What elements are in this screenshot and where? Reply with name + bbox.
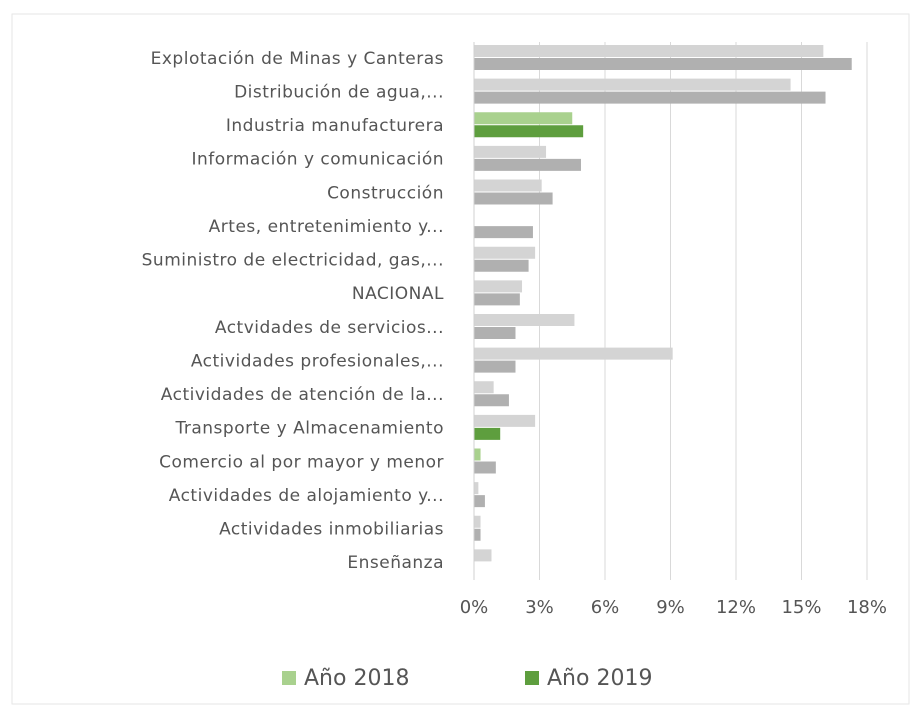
bar — [474, 246, 536, 259]
bar — [474, 482, 479, 495]
category-label: Información y comunicación — [191, 150, 444, 170]
chart-frame — [11, 13, 910, 705]
bar — [474, 461, 496, 474]
bar — [474, 45, 824, 57]
bar — [474, 125, 584, 138]
category-label: Industria manufacturera — [226, 116, 444, 136]
bar — [474, 145, 547, 158]
bar — [474, 192, 553, 205]
category-label: Actividades de alojamiento y... — [169, 486, 444, 506]
x-tick-label: 18% — [847, 597, 887, 618]
bar — [474, 179, 542, 192]
x-tick-label: 3% — [525, 597, 554, 618]
legend-swatch — [282, 671, 296, 685]
x-tick-label: 0% — [460, 597, 489, 618]
category-label: NACIONAL — [352, 284, 444, 304]
bar — [474, 347, 673, 360]
category-label: Construcción — [327, 183, 444, 203]
bar — [474, 112, 573, 125]
bar — [474, 226, 533, 239]
category-label: Actividades profesionales,... — [191, 351, 444, 371]
bar — [474, 528, 481, 541]
bar — [474, 293, 520, 306]
category-label: Explotación de Minas y Canteras — [151, 49, 444, 69]
bar — [474, 448, 481, 461]
legend-label: Año 2018 — [304, 666, 409, 691]
legend-swatch — [525, 671, 539, 685]
category-label: Actividades de atención de la... — [161, 385, 444, 405]
x-tick-label: 6% — [591, 597, 620, 618]
bar — [474, 259, 529, 272]
category-label: Distribución de agua,... — [234, 82, 444, 102]
bar — [474, 314, 575, 326]
legend-label: Año 2019 — [547, 666, 652, 691]
bar — [474, 91, 826, 104]
category-label: Transporte y Almacenamiento — [174, 419, 444, 439]
category-label: Suministro de electricidad, gas,... — [142, 251, 444, 271]
bar — [474, 280, 523, 293]
x-tick-label: 15% — [781, 597, 821, 618]
x-tick-label: 12% — [716, 597, 756, 618]
bar — [474, 427, 501, 440]
bar — [474, 394, 509, 407]
x-tick-label: 9% — [656, 597, 685, 618]
category-label: Enseñanza — [347, 553, 444, 573]
bar — [474, 515, 481, 528]
bar — [474, 58, 852, 70]
bar — [474, 158, 581, 171]
category-label: Comercio al por mayor y menor — [159, 452, 444, 472]
bar — [474, 360, 516, 373]
category-label: Actvidades de servicios... — [215, 318, 444, 338]
bar — [474, 381, 494, 394]
bar — [474, 549, 492, 562]
bar — [474, 327, 516, 339]
bar — [474, 78, 791, 91]
bar — [474, 414, 536, 427]
category-label: Actividades inmobiliarias — [219, 520, 444, 540]
category-label: Artes, entretenimiento y... — [209, 217, 444, 237]
bar — [474, 495, 485, 508]
